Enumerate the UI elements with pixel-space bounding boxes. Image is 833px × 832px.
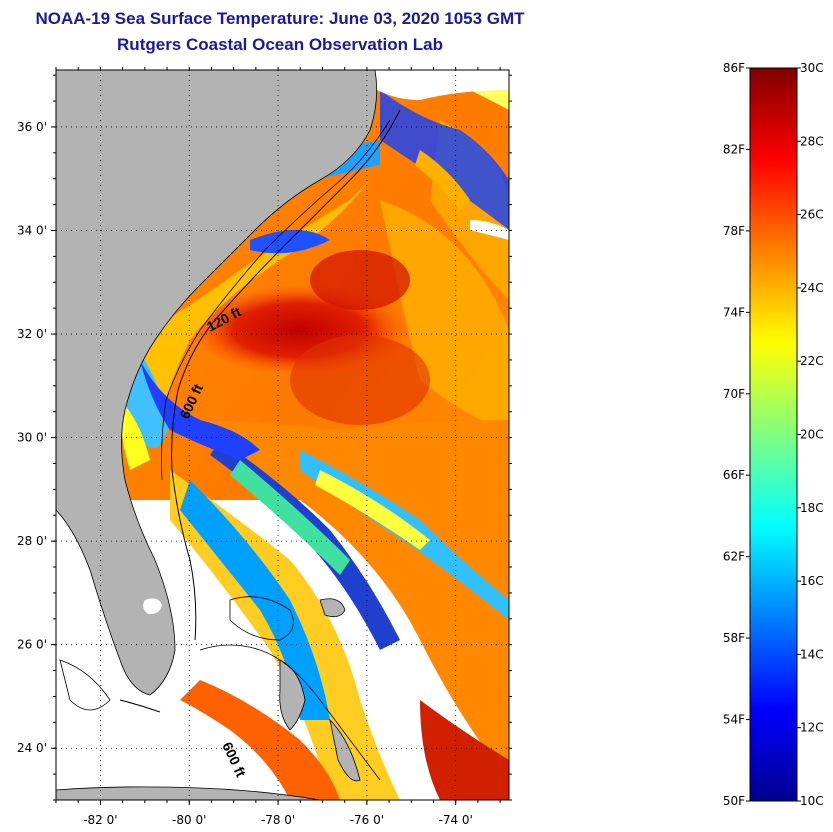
map-plot-area: 120 ft 600 ft 600 ft <box>56 70 509 800</box>
map-subtitle: Rutgers Coastal Ocean Observation Lab <box>117 35 443 54</box>
fahrenheit-label: 54F <box>723 713 745 727</box>
lat-tick-label: 34 0' <box>17 223 47 237</box>
colorbar-ticks: 30C 28C 26C 24C 22C 20C 18C 16C 14C 12C 10C 86F 82F 7… <box>723 61 824 808</box>
celsius-label: 30C <box>800 61 824 75</box>
celsius-label: 18C <box>800 501 824 515</box>
fahrenheit-label: 50F <box>723 794 745 808</box>
lat-tick-label: 30 0' <box>17 431 47 445</box>
contour-600ft <box>171 109 401 641</box>
lat-tick-label: 24 0' <box>17 741 47 755</box>
lat-tick-label: 28 0' <box>17 534 47 548</box>
contour-120ft <box>161 119 391 481</box>
fahrenheit-label: 62F <box>723 550 745 564</box>
sst-map: 120 ft 600 ft 600 ft -82 0' -80 0' -78 0' -… <box>17 67 512 827</box>
fahrenheit-label: 58F <box>723 631 745 645</box>
lon-tick-label: -76 0' <box>350 813 384 827</box>
celsius-label: 14C <box>800 647 824 661</box>
map-ticks: -82 0' -80 0' -78 0' -76 0' -74 0' 36 0' 34 0'… <box>17 67 512 827</box>
lat-tick-label: 26 0' <box>17 638 47 652</box>
map-frame <box>55 69 510 801</box>
map-title: NOAA-19 Sea Surface Temperature: June 03… <box>35 9 525 28</box>
celsius-label: 12C <box>800 721 824 735</box>
us-land <box>56 70 378 696</box>
celsius-label: 10C <box>800 794 824 808</box>
lake-okeechobee <box>143 598 162 615</box>
celsius-label: 22C <box>800 354 824 368</box>
cuba-land <box>56 786 321 800</box>
celsius-label: 28C <box>800 134 824 148</box>
lon-tick-label: -82 0' <box>83 813 117 827</box>
bahamas-andros <box>279 659 306 731</box>
map-gridlines <box>56 70 509 800</box>
celsius-label: 20C <box>800 428 824 442</box>
fahrenheit-label: 82F <box>723 142 745 156</box>
celsius-label: 24C <box>800 281 824 295</box>
celsius-label: 16C <box>800 574 824 588</box>
fahrenheit-label: 86F <box>723 61 745 75</box>
fahrenheit-label: 78F <box>723 224 745 238</box>
lon-tick-label: -78 0' <box>261 813 295 827</box>
celsius-label: 26C <box>800 208 824 222</box>
lat-tick-label: 32 0' <box>17 327 47 341</box>
lat-tick-label: 36 0' <box>17 120 47 134</box>
fahrenheit-label: 70F <box>723 387 745 401</box>
lon-tick-label: -80 0' <box>172 813 206 827</box>
colorbar: 30C 28C 26C 24C 22C 20C 18C 16C 14C 12C 10C 86F 82F 7… <box>723 61 824 808</box>
fahrenheit-label: 66F <box>723 468 745 482</box>
colorbar-gradient <box>749 67 798 802</box>
fahrenheit-label: 74F <box>723 305 745 319</box>
lon-tick-label: -74 0' <box>439 813 473 827</box>
